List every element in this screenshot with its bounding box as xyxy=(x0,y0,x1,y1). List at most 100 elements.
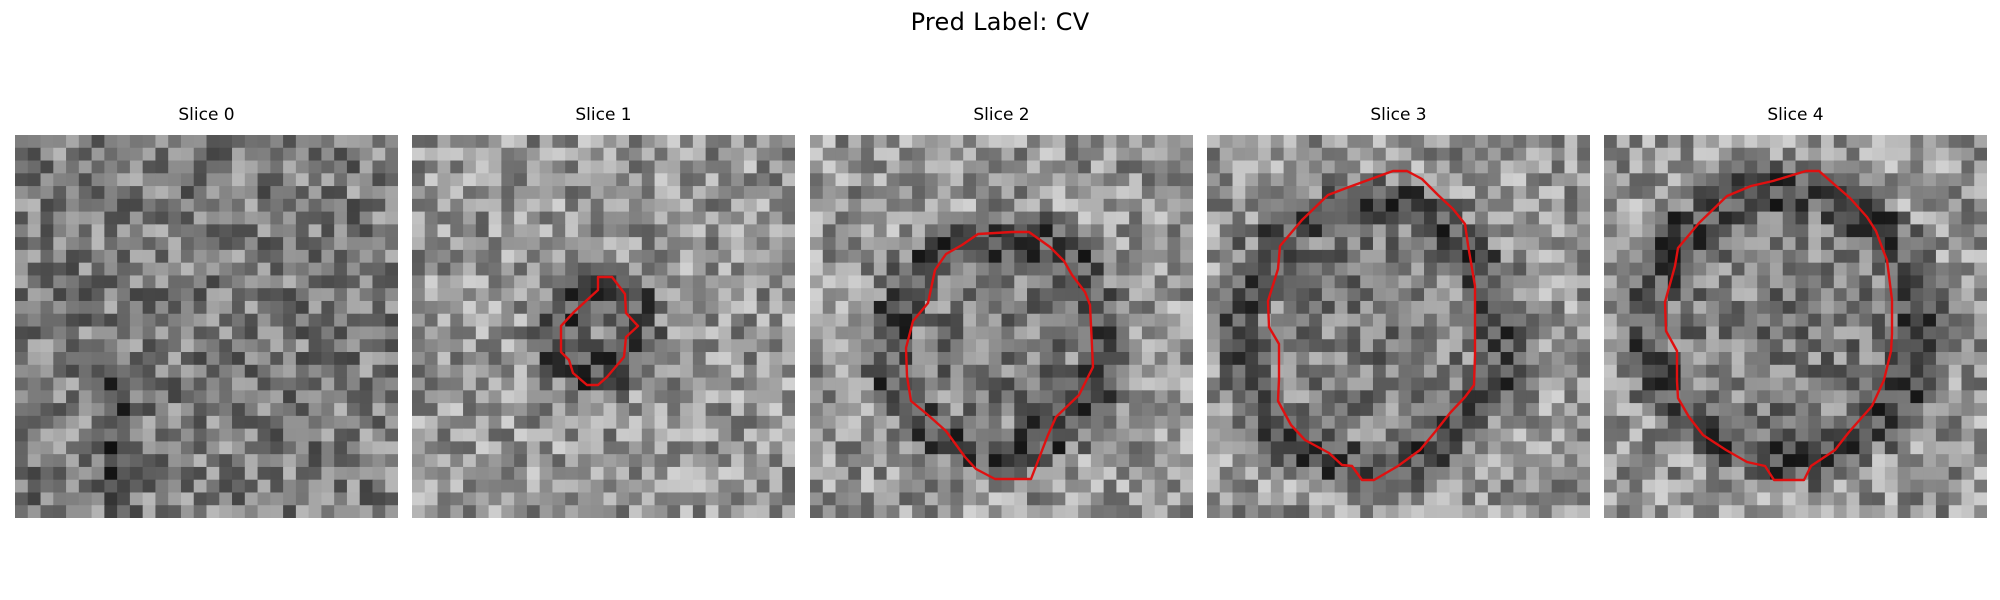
image-pixel xyxy=(321,454,335,468)
image-pixel xyxy=(1680,326,1694,340)
image-pixel xyxy=(950,275,964,289)
image-pixel xyxy=(1808,415,1822,430)
image-pixel xyxy=(1154,198,1169,213)
image-pixel xyxy=(1090,135,1105,149)
image-pixel xyxy=(873,262,888,277)
image-pixel xyxy=(1846,454,1860,468)
image-pixel xyxy=(129,415,144,430)
image-pixel xyxy=(539,326,554,340)
image-pixel xyxy=(15,479,29,494)
image-pixel xyxy=(514,339,528,353)
image-pixel xyxy=(1411,492,1425,506)
image-pixel xyxy=(1398,173,1412,187)
image-pixel xyxy=(1538,441,1553,455)
image-pixel xyxy=(437,466,451,481)
image-pixel xyxy=(1833,173,1848,187)
image-pixel xyxy=(1616,313,1631,328)
image-pixel xyxy=(1245,377,1259,391)
image-pixel xyxy=(1436,211,1451,225)
image-pixel xyxy=(1487,249,1502,264)
image-pixel xyxy=(1141,300,1156,315)
image-pixel xyxy=(552,492,566,506)
image-pixel xyxy=(1052,224,1066,238)
image-pixel xyxy=(117,224,131,238)
image-pixel xyxy=(667,224,681,238)
image-pixel xyxy=(15,390,29,404)
image-pixel xyxy=(1001,441,1015,455)
image-pixel xyxy=(91,390,105,404)
image-pixel xyxy=(295,275,310,289)
image-pixel xyxy=(1718,403,1733,417)
image-pixel xyxy=(168,479,182,494)
image-pixel xyxy=(385,326,398,340)
image-pixel xyxy=(1846,377,1860,391)
image-pixel xyxy=(873,505,888,518)
image-pixel xyxy=(1385,275,1400,289)
image-pixel xyxy=(526,466,541,481)
image-pixel xyxy=(1718,466,1733,481)
image-pixel xyxy=(654,454,668,468)
image-pixel xyxy=(552,466,566,481)
image-pixel xyxy=(1731,364,1746,379)
image-pixel xyxy=(1245,454,1259,468)
image-pixel xyxy=(1141,237,1156,251)
image-pixel xyxy=(1833,288,1848,302)
image-pixel xyxy=(193,160,208,174)
image-pixel xyxy=(180,364,195,379)
image-pixel xyxy=(244,403,259,417)
image-pixel xyxy=(1436,313,1451,328)
image-pixel xyxy=(1052,186,1066,200)
image-pixel xyxy=(1027,428,1041,442)
image-pixel xyxy=(155,466,169,481)
image-pixel xyxy=(53,300,67,315)
image-pixel xyxy=(180,390,195,404)
image-pixel xyxy=(385,479,398,494)
image-pixel xyxy=(1782,415,1797,430)
image-pixel xyxy=(1116,313,1130,328)
image-pixel xyxy=(1551,403,1566,417)
image-pixel xyxy=(769,377,783,391)
image-pixel xyxy=(629,300,643,315)
image-pixel xyxy=(667,403,681,417)
image-pixel xyxy=(1372,211,1387,225)
image-pixel xyxy=(1014,275,1028,289)
image-pixel xyxy=(577,454,592,468)
image-pixel xyxy=(1078,415,1092,430)
image-pixel xyxy=(142,237,157,251)
image-pixel xyxy=(1245,390,1259,404)
image-pixel xyxy=(1398,313,1412,328)
image-pixel xyxy=(782,428,795,442)
image-pixel xyxy=(27,428,42,442)
image-pixel xyxy=(295,466,310,481)
image-pixel xyxy=(1014,364,1028,379)
image-pixel xyxy=(1334,492,1349,506)
image-pixel xyxy=(1103,479,1117,494)
image-pixel xyxy=(450,505,464,518)
image-pixel xyxy=(1283,466,1297,481)
image-pixel xyxy=(270,428,284,442)
image-pixel xyxy=(822,262,837,277)
image-pixel xyxy=(27,403,42,417)
image-pixel xyxy=(1513,313,1527,328)
image-pixel xyxy=(308,352,322,366)
image-pixel xyxy=(1436,505,1451,518)
image-pixel xyxy=(1090,173,1105,187)
image-pixel xyxy=(1706,173,1720,187)
image-pixel xyxy=(963,186,977,200)
image-pixel xyxy=(603,428,617,442)
image-pixel xyxy=(782,441,795,455)
image-pixel xyxy=(142,364,157,379)
image-pixel xyxy=(1821,390,1835,404)
image-pixel xyxy=(873,211,888,225)
image-pixel xyxy=(950,135,964,149)
image-pixel xyxy=(886,339,900,353)
image-pixel xyxy=(1948,249,1963,264)
image-pixel xyxy=(295,173,310,187)
image-pixel xyxy=(117,186,131,200)
image-pixel xyxy=(848,313,862,328)
image-pixel xyxy=(1154,160,1169,174)
image-pixel xyxy=(1154,313,1169,328)
image-pixel xyxy=(1744,415,1758,430)
image-pixel xyxy=(193,211,208,225)
image-pixel xyxy=(1347,224,1361,238)
